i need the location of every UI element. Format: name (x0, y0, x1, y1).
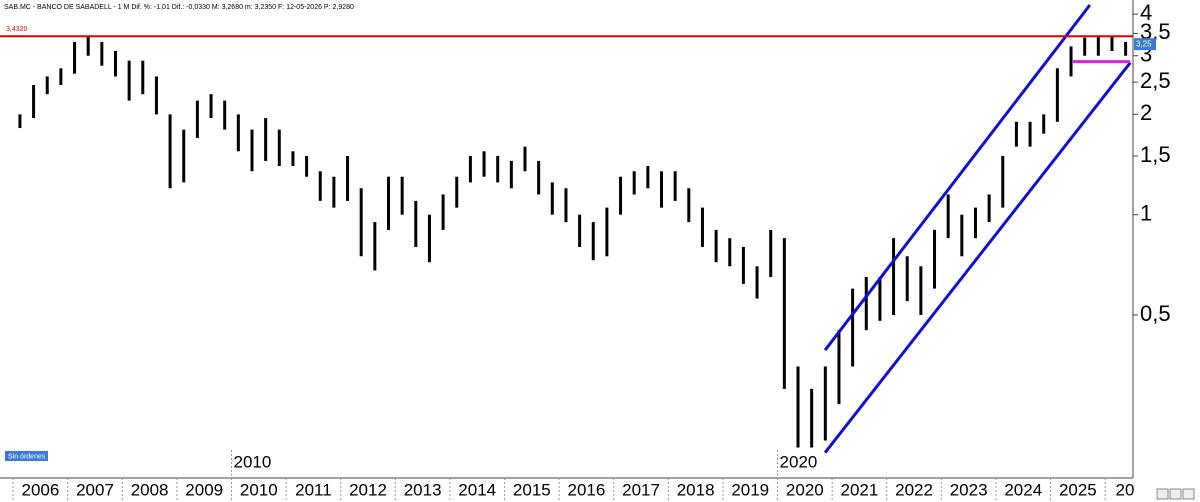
x-tick-label: 2011 (295, 480, 332, 499)
y-tick-label: 1,5 (1140, 142, 1171, 167)
x-tick-label: 2021 (841, 480, 879, 499)
window-controls[interactable] (1156, 488, 1195, 500)
x-tick-label: 2025 (1059, 480, 1097, 499)
horizontal-line-label: 3,4320 (6, 26, 28, 33)
trendline (823, 61, 1132, 454)
control-button[interactable] (1182, 488, 1195, 500)
x-tick-label: 2018 (677, 480, 715, 499)
y-tick-label: 0,5 (1140, 301, 1171, 326)
x-tick-label: 2020 (786, 480, 824, 499)
control-button[interactable] (1169, 488, 1182, 500)
x-tick-label: 2013 (404, 480, 442, 499)
x-tick-label: 2016 (568, 480, 606, 499)
chart-title: SAB.MC - BANCO DE SABADELL - 1 M Dif. %:… (4, 4, 354, 11)
y-tick-label: 2 (1140, 100, 1152, 125)
x-tick-label: 2008 (131, 480, 169, 499)
decade-label: 2020 (780, 452, 818, 471)
y-tick-label: 2,5 (1140, 68, 1171, 93)
control-button[interactable] (1156, 488, 1169, 500)
x-tick-label: 2023 (950, 480, 988, 499)
x-tick-label: 2007 (76, 480, 114, 499)
price-marker (1134, 38, 1156, 51)
y-tick-label: 4 (1140, 0, 1152, 25)
x-tick-label: 2014 (458, 480, 496, 499)
status-box (5, 451, 48, 461)
x-tick-label: 2009 (185, 480, 223, 499)
x-tick-label: 2022 (895, 480, 933, 499)
status-label: Sin órdenes (8, 453, 46, 460)
x-tick-label: 2017 (622, 480, 660, 499)
x-tick-label: 2019 (731, 480, 769, 499)
trendline (823, 4, 1092, 352)
x-tick-label: 2010 (240, 480, 278, 499)
x-tick-label: 2015 (513, 480, 551, 499)
x-tick-label: 20 (1116, 480, 1135, 499)
x-tick-label: 2006 (21, 480, 59, 499)
x-tick-label: 2024 (1004, 480, 1042, 499)
decade-label: 2010 (234, 452, 272, 471)
price-marker-label: 3,25 (1136, 39, 1152, 48)
y-tick-label: 1 (1140, 200, 1152, 225)
x-tick-label: 2012 (349, 480, 387, 499)
